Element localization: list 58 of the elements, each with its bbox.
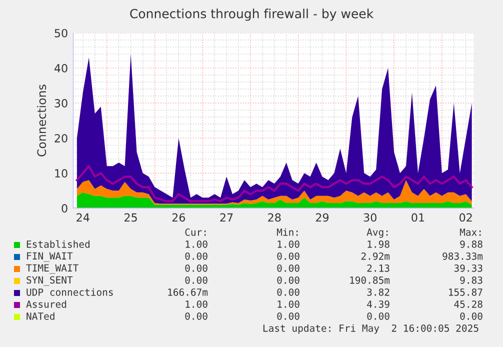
x-tick-label: 28 [268,213,281,222]
x-tick-label: 30 [364,213,376,222]
y-axis-title: Connections [36,84,46,156]
text: 0.00 [185,252,208,260]
text: 0.00 [185,264,208,272]
legend-label: SYN_SENT [26,276,73,286]
text: Max: [460,228,481,236]
text: 3.82 [367,288,390,296]
legend-label: UDP connections [26,288,113,296]
chart-title: Connections through firewall - by week [130,8,374,21]
legend-label: NATed [26,312,54,320]
text: 0.00 [277,252,300,260]
text: 166.67m [168,288,208,296]
x-tick-label: 02 [460,213,472,222]
text: 0.00 [277,264,300,272]
x-tick-label: 01 [412,213,424,222]
line-series [76,165,473,202]
legend-label: Established [26,240,90,248]
text: 190.85m [350,276,390,284]
text: 1.00 [278,300,300,308]
text: Last update: Fri May 2 16:00:05 2025 [263,324,478,334]
y-tick-label: 40 [54,64,68,72]
legend-label: TIME_WAIT [26,264,78,274]
text: 1.00 [278,240,300,248]
text: 2.13 [367,264,390,272]
text: 45.28 [454,300,482,308]
text: Avg: [366,228,388,238]
text: 9.88 [460,240,482,248]
text: 1.00 [186,240,208,248]
x-tick-label: 26 [172,213,186,222]
text: 0.00 [185,276,208,284]
text: 0.00 [277,276,300,284]
x-tick-label: 27 [220,213,233,222]
legend-label: FIN_WAIT [27,252,73,262]
y-tick-label: 20 [54,134,68,142]
text: 0.00 [367,312,390,320]
text: 9.83 [460,276,482,284]
text: 0.00 [185,312,208,320]
text: 2.92m [361,252,390,260]
x-tick-label: 24 [76,213,90,222]
text: 983.33m [442,252,483,260]
text: 4.39 [367,300,390,308]
text: 0.00 [277,312,300,320]
text: 1.98 [368,240,390,248]
text: 155.87 [449,288,482,296]
y-tick-label: 0 [62,204,68,213]
legend-label: Assured [26,300,66,308]
text: 1.00 [186,300,208,308]
text: Min: [276,228,298,236]
y-tick-label: 30 [54,99,68,108]
text: 0.00 [277,288,300,296]
x-tick-label: 29 [316,213,329,222]
text: Cur: [185,228,206,236]
y-tick-label: 10 [55,169,68,178]
x-tick-label: 25 [124,213,137,222]
y-tick-label: 50 [54,28,68,38]
text: 0.00 [460,312,482,320]
text: 39.33 [454,264,482,272]
